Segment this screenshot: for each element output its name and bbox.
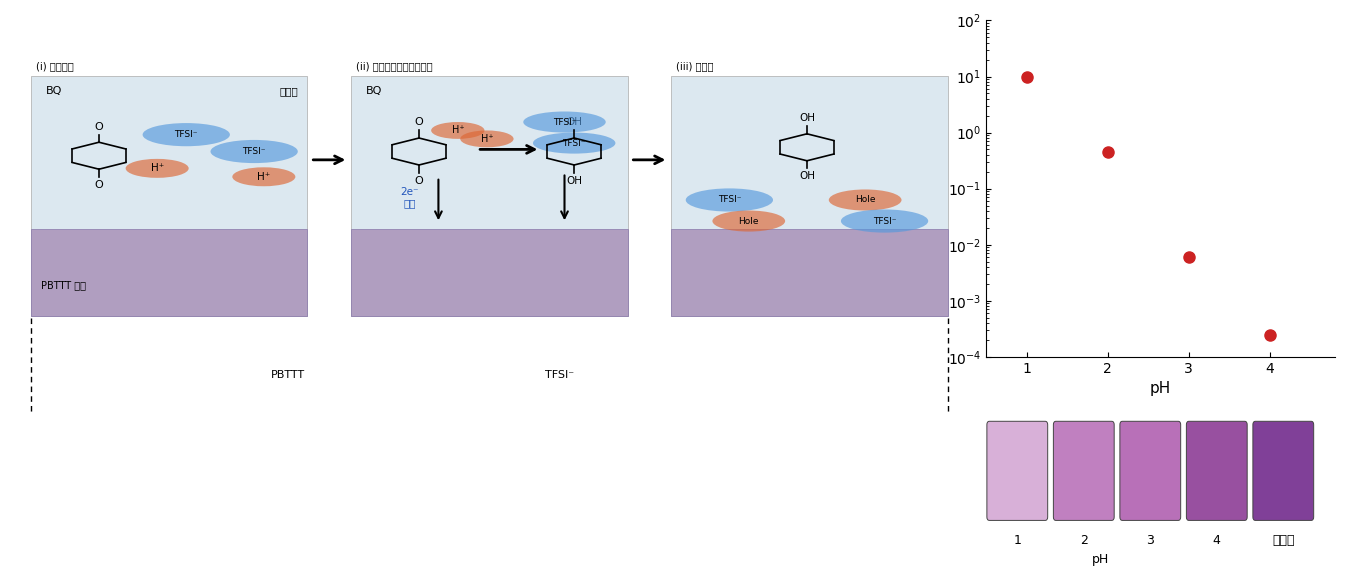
Text: O: O xyxy=(94,122,104,132)
FancyBboxPatch shape xyxy=(1253,421,1314,521)
Text: 2e⁻
電子: 2e⁻ 電子 xyxy=(400,187,418,208)
FancyBboxPatch shape xyxy=(1120,421,1180,521)
Text: TFSI⁻: TFSI⁻ xyxy=(717,195,742,205)
Text: H⁺: H⁺ xyxy=(257,172,270,182)
Text: TFSI⁻: TFSI⁻ xyxy=(553,118,576,126)
Ellipse shape xyxy=(142,123,229,146)
Ellipse shape xyxy=(460,130,514,147)
Text: OH: OH xyxy=(566,176,582,185)
Text: 4: 4 xyxy=(1213,534,1221,547)
Text: O: O xyxy=(415,176,423,185)
Text: PBTTT 薄膜: PBTTT 薄膜 xyxy=(41,281,86,291)
Text: (ii) 酸化還元とイオン導入: (ii) 酸化還元とイオン導入 xyxy=(357,61,433,71)
Text: OH: OH xyxy=(799,171,816,181)
Text: Hole: Hole xyxy=(739,216,759,226)
FancyBboxPatch shape xyxy=(1053,421,1115,521)
Point xyxy=(1177,253,1199,262)
Ellipse shape xyxy=(523,112,605,133)
Text: H⁺: H⁺ xyxy=(150,163,164,173)
Ellipse shape xyxy=(686,188,773,212)
FancyBboxPatch shape xyxy=(351,229,627,316)
Text: 水溶液: 水溶液 xyxy=(279,87,298,97)
FancyBboxPatch shape xyxy=(31,76,307,316)
Text: H⁺: H⁺ xyxy=(481,134,493,144)
FancyBboxPatch shape xyxy=(1187,421,1247,521)
FancyBboxPatch shape xyxy=(31,229,307,316)
Text: TFSI⁻: TFSI⁻ xyxy=(873,216,896,226)
Text: 3: 3 xyxy=(1146,534,1154,547)
Text: H⁺: H⁺ xyxy=(452,125,464,136)
Text: BQ: BQ xyxy=(45,87,61,97)
Text: OH: OH xyxy=(799,113,816,123)
FancyBboxPatch shape xyxy=(671,229,948,316)
Text: TFSI⁻: TFSI⁻ xyxy=(175,130,198,139)
Ellipse shape xyxy=(432,122,485,139)
Text: PBTTT: PBTTT xyxy=(270,370,305,380)
Ellipse shape xyxy=(533,133,616,154)
Text: TFSI⁻: TFSI⁻ xyxy=(545,370,574,380)
FancyBboxPatch shape xyxy=(986,421,1048,521)
Text: TFSI⁻: TFSI⁻ xyxy=(563,139,586,147)
Text: OH: OH xyxy=(566,118,582,128)
Text: 1: 1 xyxy=(1014,534,1022,547)
Text: 2: 2 xyxy=(1081,534,1087,547)
Text: BQ: BQ xyxy=(366,87,382,97)
Text: O: O xyxy=(94,180,104,190)
Y-axis label: 電気伝導度（S/cm）: 電気伝導度（S/cm） xyxy=(930,144,944,233)
Text: pH: pH xyxy=(1091,553,1109,566)
Text: Hole: Hole xyxy=(855,195,876,205)
Text: TFSI⁻: TFSI⁻ xyxy=(242,147,266,156)
Text: 未処理: 未処理 xyxy=(1272,534,1295,547)
Point xyxy=(1259,330,1281,339)
Ellipse shape xyxy=(713,211,785,232)
Ellipse shape xyxy=(829,190,902,211)
FancyBboxPatch shape xyxy=(351,76,627,316)
Ellipse shape xyxy=(841,209,929,233)
X-axis label: pH: pH xyxy=(1150,381,1171,396)
FancyBboxPatch shape xyxy=(671,76,948,316)
Text: O: O xyxy=(415,118,423,128)
Ellipse shape xyxy=(126,159,189,178)
Point xyxy=(1097,147,1119,157)
Text: (iii) 終状態: (iii) 終状態 xyxy=(676,61,713,71)
Text: (i) 初期状態: (i) 初期状態 xyxy=(36,61,74,71)
Ellipse shape xyxy=(232,167,295,186)
Ellipse shape xyxy=(210,140,298,163)
